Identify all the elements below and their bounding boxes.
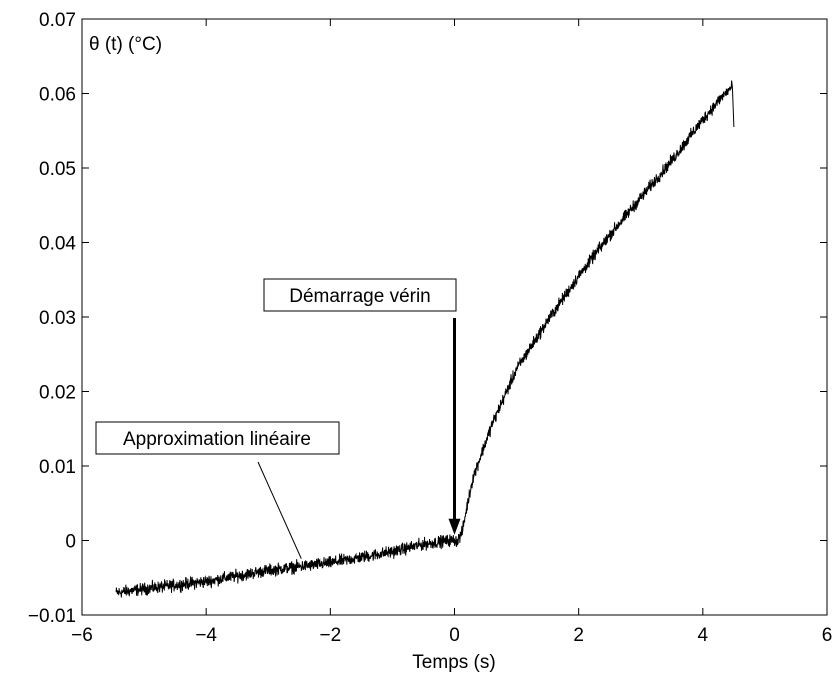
y-tick-label: 0.04: [39, 234, 76, 255]
annotation-pointer-line: [257, 461, 302, 559]
annotation-layer: Démarrage vérin Approximation linéaire: [95, 278, 461, 559]
annotation-arrow-head: [448, 518, 461, 535]
y-tick-label: 0.07: [39, 10, 76, 31]
y-tick-label: 0.02: [39, 383, 76, 404]
y-tick-label: 0.01: [39, 457, 76, 478]
y-tick-label: 0: [65, 532, 76, 553]
y-tick-label: 0.03: [39, 308, 76, 329]
series-line: [115, 80, 735, 598]
x-axis-label: Temps (s): [412, 652, 495, 673]
y-tick-label: 0.06: [39, 85, 76, 106]
x-tick-label: 4: [698, 625, 709, 646]
y-tick-label: −0.01: [28, 606, 76, 627]
x-tick-label: −4: [195, 625, 217, 646]
x-tick-label: 0: [449, 625, 460, 646]
annotation-text-demarrage: Démarrage vérin: [289, 286, 431, 307]
x-tick-label: −6: [71, 625, 93, 646]
x-tick-label: −2: [319, 625, 341, 646]
annotation-text-approximation: Approximation linéaire: [123, 429, 311, 450]
series-layer: [115, 80, 735, 598]
annotation-box-demarrage: [263, 278, 457, 312]
x-tick-label: 6: [822, 625, 833, 646]
y-axis-label: θ (t) (°C): [89, 34, 162, 55]
y-tick-label: 0.05: [39, 159, 76, 180]
ticks-layer: −6 −4 −2 0 2 4 6 −0.01 0 0.01 0.02 0.03 0.04 0.05 0.06…: [28, 10, 832, 646]
annotation-box-approximation: [95, 421, 340, 455]
x-tick-label: 2: [573, 625, 584, 646]
